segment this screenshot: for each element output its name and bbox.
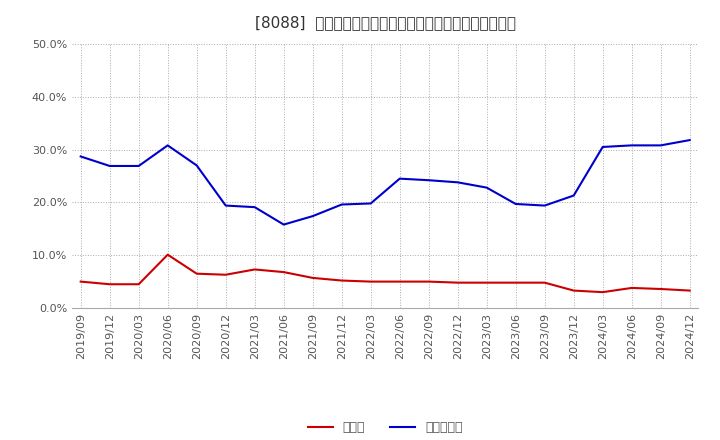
現領金 — [251, 267, 259, 272]
Title: [8088]  現領金、有利子負債の総資産に対する比率の推移: [8088] 現領金、有利子負債の総資産に対する比率の推移 — [255, 15, 516, 30]
現領金 — [598, 290, 607, 295]
有利子負債 — [482, 185, 491, 190]
有利子負債 — [541, 203, 549, 208]
有利子負債 — [366, 201, 375, 206]
現領金 — [541, 280, 549, 285]
現領金 — [105, 282, 114, 287]
有利子負債 — [192, 163, 201, 168]
現領金 — [482, 280, 491, 285]
現領金 — [570, 288, 578, 293]
有利子負債 — [424, 178, 433, 183]
現領金 — [192, 271, 201, 276]
有利子負債 — [685, 137, 694, 143]
Line: 有利子負債: 有利子負債 — [81, 140, 690, 224]
現領金 — [511, 280, 520, 285]
有利子負債 — [135, 163, 143, 169]
現領金 — [685, 288, 694, 293]
Legend: 現領金, 有利子負債: 現領金, 有利子負債 — [302, 416, 468, 439]
現領金 — [627, 285, 636, 290]
有利子負債 — [511, 202, 520, 207]
現領金 — [308, 275, 317, 281]
現領金 — [454, 280, 462, 285]
現領金 — [657, 286, 665, 292]
有利子負債 — [279, 222, 288, 227]
有利子負債 — [338, 202, 346, 207]
Line: 現領金: 現領金 — [81, 255, 690, 292]
現領金 — [76, 279, 85, 284]
有利子負債 — [76, 154, 85, 159]
現領金 — [338, 278, 346, 283]
現領金 — [366, 279, 375, 284]
有利子負債 — [105, 163, 114, 169]
現領金 — [135, 282, 143, 287]
現領金 — [163, 252, 172, 257]
現領金 — [221, 272, 230, 277]
有利子負債 — [627, 143, 636, 148]
現領金 — [395, 279, 404, 284]
有利子負債 — [454, 180, 462, 185]
有利子負債 — [251, 205, 259, 210]
有利子負債 — [308, 213, 317, 219]
有利子負債 — [570, 193, 578, 198]
現領金 — [279, 269, 288, 275]
現領金 — [424, 279, 433, 284]
有利子負債 — [221, 203, 230, 208]
有利子負債 — [598, 144, 607, 150]
有利子負債 — [395, 176, 404, 181]
有利子負債 — [657, 143, 665, 148]
有利子負債 — [163, 143, 172, 148]
